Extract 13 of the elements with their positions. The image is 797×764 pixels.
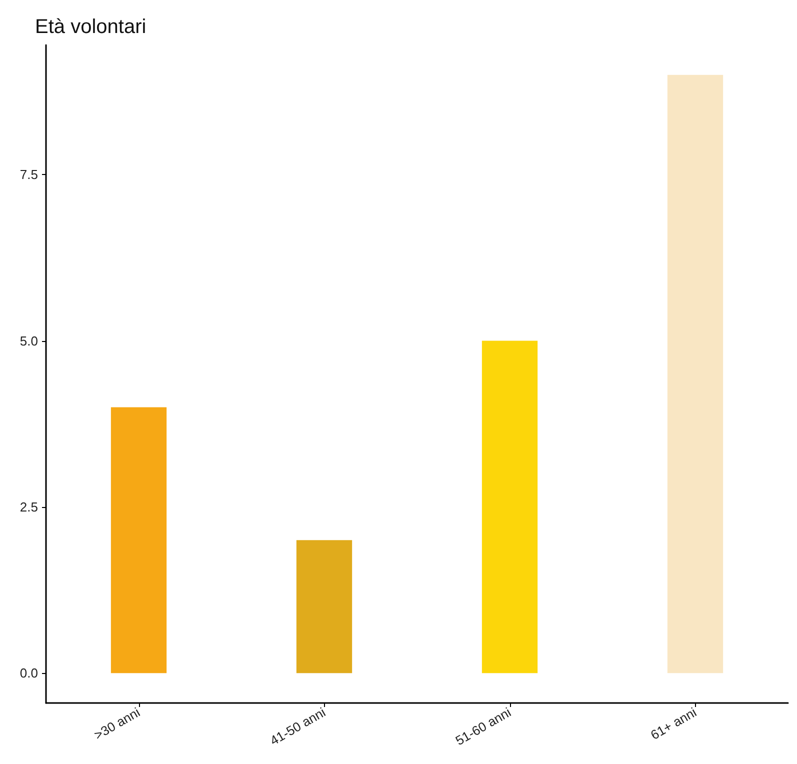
x-tick-label: 41-50 anni [267, 704, 328, 748]
x-tick-label: >30 anni [92, 704, 143, 743]
y-tick-label: 2.5 [20, 499, 38, 514]
chart-title: Età volontari [35, 16, 146, 38]
y-tick-label: 5.0 [20, 333, 38, 348]
y-tick-label: 7.5 [20, 167, 38, 182]
bar [296, 540, 352, 674]
bar [482, 340, 538, 674]
x-tick-label: 51-60 anni [452, 704, 514, 748]
y-tick-label: 0.0 [20, 666, 38, 681]
bar [110, 407, 167, 674]
bar [667, 74, 724, 674]
x-tick-label: 61+ anni [648, 704, 700, 743]
